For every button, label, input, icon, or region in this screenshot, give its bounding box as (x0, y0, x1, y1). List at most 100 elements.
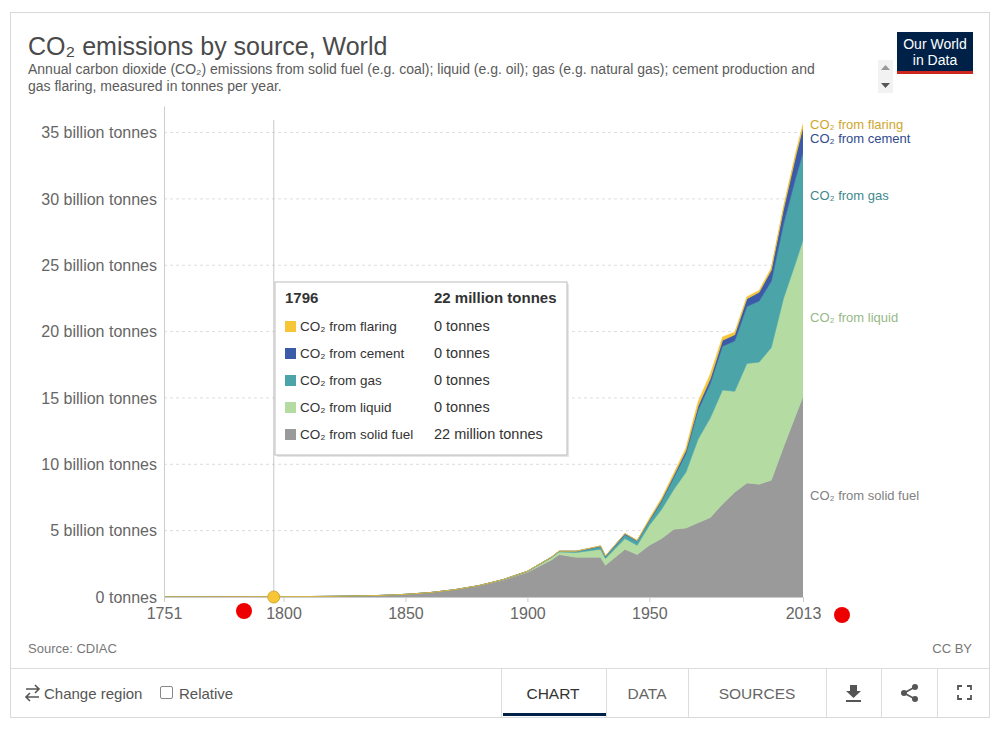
tab-divider (826, 669, 827, 717)
tab-divider (688, 669, 689, 717)
grid-line (164, 132, 803, 133)
tab-divider (881, 669, 882, 717)
footer-rule (11, 668, 989, 669)
plot-area (164, 124, 803, 597)
fullscreen-icon[interactable] (958, 686, 971, 699)
source[interactable]: Source: CDIAC (28, 641, 117, 656)
series-label: CO₂ from liquid (810, 310, 898, 325)
y-tick-label: 30 billion tonnes (41, 191, 157, 208)
y-tick-label: 10 billion tonnes (41, 456, 157, 473)
x-tick: 2013 (786, 597, 822, 622)
control-label[interactable]: Relative (179, 685, 233, 702)
y-tick: 20 billion tonnes (41, 323, 164, 340)
area (164, 124, 803, 597)
tooltip-year: 1796 (285, 289, 318, 306)
y-tick: 35 billion tonnes (41, 124, 164, 141)
y-tick: 0 tonnes (96, 589, 164, 606)
hover-line (273, 120, 274, 597)
tab[interactable]: SOURCES (719, 685, 796, 702)
logo-text[interactable]: Our World (903, 36, 967, 52)
y-tick: 30 billion tonnes (41, 191, 164, 208)
tooltip-row: CO₂ from cement0 tonnes (285, 345, 490, 361)
y-tick-label: 20 billion tonnes (41, 323, 157, 340)
series-labels: CO₂ from solid fuel CO₂ from liquid CO₂ fr… (810, 117, 919, 503)
tab-divider (937, 669, 938, 717)
checkbox[interactable] (161, 687, 173, 699)
x-axis: 175118001850190019502013 (147, 597, 822, 622)
tooltip-row: CO₂ from gas0 tonnes (285, 372, 490, 388)
y-axis-line (164, 107, 165, 598)
tooltip-swatch (285, 321, 296, 332)
subtitle-line: gas flaring, measured in tonnes per year… (28, 78, 282, 94)
y-tick: 10 billion tonnes (41, 456, 164, 473)
tooltip: 1796 22 million tonnes CO₂ from flaring 0 t… (275, 282, 569, 457)
x-tick-label: 1950 (632, 605, 668, 622)
area (164, 127, 803, 597)
grid (164, 133, 803, 597)
x-tick-mark (164, 597, 165, 602)
tooltip-swatch (285, 348, 296, 359)
x-tick-label: 1900 (510, 605, 546, 622)
chart-root: CO₂ emissions by source, WorldAnnual car… (0, 0, 1000, 731)
y-tick-label: 25 billion tonnes (41, 257, 157, 274)
share-dot[interactable] (912, 684, 918, 690)
tooltip-total: 22 million tonnes (434, 289, 557, 306)
tab[interactable]: CHART (526, 685, 580, 702)
series-label: CO₂ from cement (810, 131, 911, 146)
fullscreen-button[interactable] (958, 686, 971, 699)
tab-divider (606, 669, 607, 717)
tab[interactable]: DATA (627, 685, 667, 702)
tooltip-row: CO₂ from flaring 0 tonnes (285, 318, 490, 334)
scroll-up[interactable] (881, 65, 890, 70)
subtitle: Annual carbon dioxide (CO₂) emissions fr… (28, 61, 815, 94)
tooltip-swatch (285, 429, 296, 440)
tab-active-bar (503, 713, 606, 716)
x-tick-mark (284, 597, 285, 602)
share-button[interactable] (901, 684, 918, 702)
y-tick-label: 15 billion tonnes (41, 390, 157, 407)
card-frame (11, 13, 990, 718)
tooltip-value: 0 tonnes (434, 372, 490, 388)
scroll-arrows[interactable] (878, 60, 893, 93)
x-tick-mark (649, 597, 650, 602)
grid-line (164, 198, 803, 199)
y-tick: 15 billion tonnes (41, 390, 164, 407)
relative-toggle[interactable]: Relative (161, 685, 234, 702)
logo-text[interactable]: in Data (913, 52, 958, 68)
series-label: CO₂ from solid fuel (810, 488, 919, 503)
annotation-dot (834, 607, 850, 623)
title: CO₂ emissions by source, World (28, 32, 387, 60)
tooltip-value: 0 tonnes (434, 318, 490, 334)
share-dot[interactable] (912, 696, 918, 702)
logo-bar[interactable] (897, 71, 973, 74)
change-region[interactable]: Change region (26, 685, 142, 702)
tab-divider (501, 669, 502, 717)
swap-icon[interactable] (26, 685, 39, 701)
y-tick: 5 billion tonnes (50, 522, 164, 539)
tooltip-box (275, 282, 567, 455)
x-tick: 1900 (510, 597, 546, 622)
y-tick-label: 0 tonnes (96, 589, 157, 606)
tooltip-swatch (285, 402, 296, 413)
tooltip-name: CO₂ from flaring (300, 319, 397, 334)
download-button[interactable] (846, 685, 861, 702)
tooltip-row: CO₂ from liquid0 tonnes (285, 399, 490, 415)
logo-box[interactable] (897, 32, 973, 74)
download-icon[interactable] (846, 685, 861, 702)
x-tick-mark (405, 597, 406, 602)
area (164, 152, 803, 596)
scroll-down[interactable] (881, 83, 890, 88)
x-tick: 1850 (388, 597, 424, 622)
x-tick-label: 2013 (786, 605, 822, 622)
series-label: CO₂ from gas (810, 188, 889, 203)
x-tick: 1751 (147, 597, 183, 622)
hover-dot (268, 591, 280, 603)
share-dot[interactable] (901, 690, 907, 696)
license[interactable]: CC BY (932, 641, 972, 656)
tooltip-value: 22 million tonnes (434, 426, 543, 442)
control-label[interactable]: Change region (44, 685, 142, 702)
tooltip-value: 0 tonnes (434, 399, 490, 415)
logo[interactable]: Our Worldin Data (897, 32, 973, 74)
y-axis: 0 tonnes 5 billion tonnes 10 billion tonne… (41, 107, 164, 606)
scroll-track[interactable] (878, 60, 893, 93)
